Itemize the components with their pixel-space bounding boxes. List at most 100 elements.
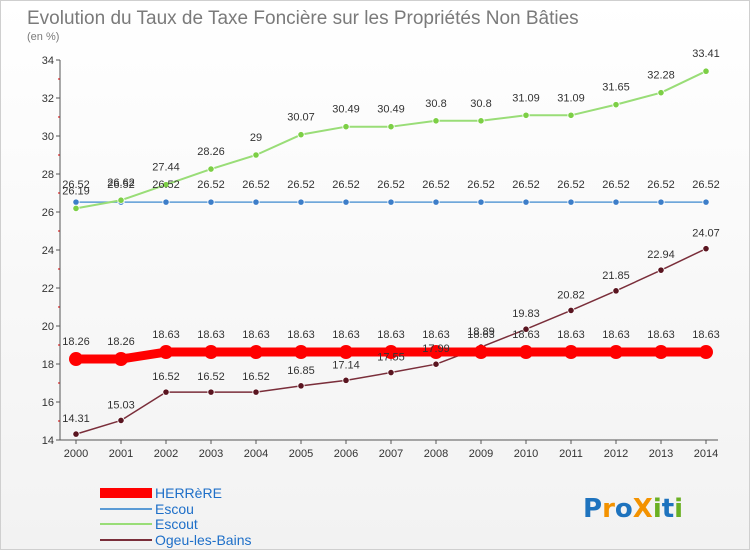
data-label: 26.52	[692, 179, 720, 191]
data-point	[387, 198, 395, 206]
data-label: 27.44	[152, 162, 180, 174]
data-label: 18.63	[557, 329, 585, 341]
data-label: 29	[250, 132, 262, 144]
data-label: 18.63	[602, 329, 630, 341]
logo-letter: i	[674, 494, 683, 524]
data-label: 22.94	[647, 249, 675, 261]
data-point	[339, 345, 353, 360]
data-point	[207, 388, 215, 396]
x-tick-label: 2007	[379, 448, 403, 460]
data-label: 18.63	[377, 329, 405, 341]
x-tick-label: 2010	[514, 448, 538, 460]
data-label: 26.52	[152, 179, 180, 191]
y-tick-label: 24	[42, 245, 54, 257]
data-label: 26.52	[512, 179, 540, 191]
data-point	[567, 306, 575, 315]
data-point	[699, 345, 713, 360]
data-label: 31.09	[557, 92, 585, 104]
data-point	[477, 198, 485, 206]
data-label: 28.26	[197, 146, 225, 158]
data-label: 19.83	[512, 308, 540, 320]
data-label: 16.52	[242, 371, 270, 383]
y-tick-label: 14	[42, 435, 54, 447]
x-tick-label: 2000	[64, 448, 88, 460]
data-label: 17.99	[422, 343, 450, 355]
data-point	[207, 165, 215, 173]
logo-letter: P	[583, 494, 602, 524]
data-point	[207, 198, 215, 206]
data-label: 32.28	[647, 70, 675, 82]
data-point	[252, 151, 260, 159]
data-point	[72, 204, 80, 212]
data-label: 16.52	[197, 371, 225, 383]
data-point	[609, 345, 623, 360]
data-point	[297, 382, 305, 390]
y-tick-label: 22	[42, 283, 54, 295]
x-tick-label: 2001	[109, 448, 133, 460]
x-tick-label: 2006	[334, 448, 358, 460]
data-point	[432, 117, 440, 125]
data-point	[474, 345, 488, 360]
data-label: 26.52	[332, 179, 360, 191]
data-label: 26.52	[377, 179, 405, 191]
data-label: 18.63	[152, 329, 180, 341]
data-point	[249, 345, 263, 360]
data-label: 15.03	[107, 399, 135, 411]
data-label: 31.65	[602, 82, 630, 94]
data-point	[522, 325, 530, 333]
data-label: 26.52	[287, 179, 315, 191]
data-point	[429, 345, 443, 360]
data-label: 26.52	[602, 179, 630, 191]
x-tick-label: 2005	[289, 448, 313, 460]
data-point	[522, 111, 530, 119]
data-label: 26.62	[107, 177, 135, 189]
data-point	[387, 123, 395, 131]
y-tick-label: 26	[42, 207, 54, 219]
data-point	[519, 345, 533, 360]
data-label: 26.52	[467, 179, 495, 191]
x-tick-label: 2011	[559, 448, 583, 460]
data-label: 24.07	[692, 228, 720, 240]
data-label: 18.63	[512, 329, 540, 341]
data-label: 16.85	[287, 365, 315, 377]
data-label: 21.85	[602, 270, 630, 282]
data-label: 31.09	[512, 92, 540, 104]
y-tick-label: 30	[42, 131, 54, 143]
data-point	[252, 388, 260, 396]
data-label: 18.89	[467, 326, 495, 338]
data-point	[159, 345, 173, 360]
logo-letter: X	[633, 494, 653, 524]
data-label: 30.49	[332, 104, 360, 116]
data-label: 18.63	[332, 329, 360, 341]
data-point	[567, 198, 575, 206]
data-point	[114, 352, 128, 367]
x-tick-label: 2003	[199, 448, 223, 460]
data-point	[297, 131, 305, 139]
data-label: 30.8	[425, 98, 446, 110]
data-point	[702, 245, 710, 253]
data-label: 33.41	[692, 48, 720, 60]
data-point	[564, 345, 578, 360]
logo-letter: t	[662, 494, 674, 524]
data-label: 26.52	[647, 179, 675, 191]
data-labels: 26.52 26.52 26.52 26.52 26.52 26.52 26.52 26.52…	[62, 48, 720, 425]
legend-label: HERRèRE	[155, 485, 222, 501]
x-tick-label: 2012	[604, 448, 628, 460]
data-label: 18.26	[107, 336, 135, 348]
proxiti-logo: ProXiti	[583, 494, 683, 524]
data-point	[612, 101, 620, 109]
data-point	[69, 352, 83, 367]
data-label: 18.63	[242, 329, 270, 341]
data-point	[117, 196, 125, 204]
data-point	[117, 416, 125, 425]
data-label: 16.52	[152, 371, 180, 383]
data-label: 17.55	[377, 352, 405, 364]
data-point	[162, 198, 170, 206]
data-label: 26.52	[107, 179, 135, 191]
data-label: 30.07	[287, 112, 315, 124]
x-tick-label: 2013	[649, 448, 673, 460]
data-point	[612, 198, 620, 206]
data-label: 18.63	[287, 329, 315, 341]
